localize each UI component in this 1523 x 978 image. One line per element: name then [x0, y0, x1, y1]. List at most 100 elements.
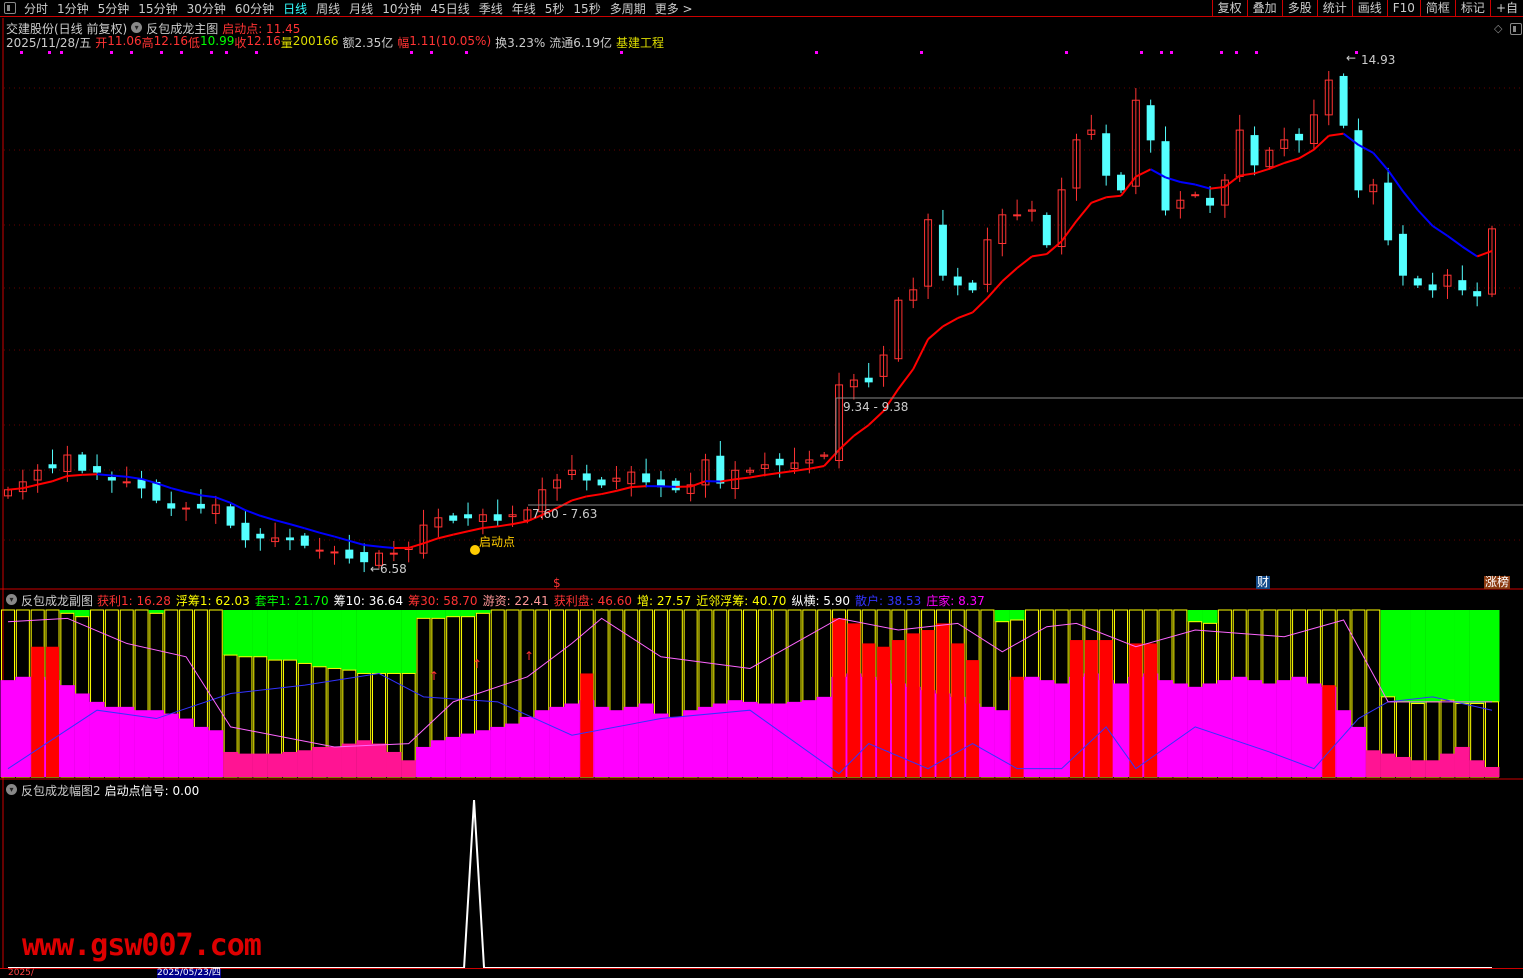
- profit-bar: [1381, 754, 1396, 777]
- candle-body: [390, 553, 397, 554]
- sub1-field: 筹10: 36.64: [334, 592, 403, 609]
- signal-dot: [1235, 51, 1238, 54]
- profit-bar: [609, 710, 624, 777]
- profit-bar: [1455, 747, 1470, 777]
- sub1-field: 增: 27.57: [637, 592, 691, 609]
- candle-body: [301, 536, 308, 545]
- signal-dot: [430, 51, 433, 54]
- profit-bar: [1366, 750, 1381, 777]
- profit-bar: [1485, 767, 1500, 777]
- candle-body: [331, 552, 338, 553]
- ma-line-segment: [1180, 182, 1195, 185]
- candle-body: [1251, 136, 1258, 165]
- trapped-bar: [386, 610, 401, 673]
- ma-line-segment: [1062, 221, 1077, 241]
- start-marker-label: 启动点: [479, 535, 515, 549]
- sub2-title[interactable]: 反包成龙幅图2: [21, 782, 101, 799]
- ma-line-segment: [186, 492, 201, 495]
- profit-bar: [535, 710, 550, 777]
- profit-bar: [713, 704, 728, 777]
- profit-bar: [1158, 680, 1173, 777]
- ma-line-segment: [1314, 136, 1329, 150]
- main-force-bar: [580, 673, 593, 777]
- candle-body: [1118, 175, 1125, 190]
- candle-body: [1103, 134, 1110, 175]
- sub1-field: 散户: 38.53: [855, 592, 921, 609]
- candle-body: [1014, 215, 1021, 216]
- signal-dot: [160, 51, 163, 54]
- sidebar-toggle-icon[interactable]: [1510, 23, 1522, 35]
- trapped-bar: [1470, 610, 1485, 704]
- limit-up-badge[interactable]: 涨榜: [1484, 576, 1510, 589]
- trapped-bar: [446, 610, 461, 617]
- sub2-menu-icon[interactable]: ▾: [6, 784, 17, 795]
- profit-bar: [223, 752, 238, 777]
- profit-bar: [1262, 683, 1277, 777]
- sub1-field: 游资: 22.41: [483, 592, 549, 609]
- diamond-icon[interactable]: ◇: [1494, 22, 1502, 35]
- trapped-bar: [282, 610, 297, 660]
- profit-bar: [995, 710, 1010, 777]
- main-force-bar: [966, 660, 979, 777]
- trapped-bar: [75, 610, 90, 617]
- ma-line-segment: [765, 473, 780, 475]
- candle-body: [583, 474, 590, 480]
- candle-body: [1355, 131, 1362, 190]
- ma-line-segment: [334, 537, 349, 541]
- main-force-bar: [31, 647, 44, 777]
- finance-badge[interactable]: 财: [1256, 576, 1270, 589]
- main-force-bar: [1129, 643, 1142, 777]
- ma-line-segment: [1255, 169, 1270, 174]
- profit-bar: [1054, 683, 1069, 777]
- profit-bar: [1351, 727, 1366, 777]
- candle-body: [939, 225, 946, 275]
- trapped-bar: [297, 610, 312, 663]
- ma-line-segment: [602, 491, 617, 494]
- trapped-bar: [1425, 610, 1440, 702]
- profit-bar: [149, 710, 164, 777]
- dollar-icon: $: [553, 576, 561, 590]
- signal-dot: [210, 51, 213, 54]
- profit-bar: [119, 707, 134, 777]
- profit-bar: [490, 727, 505, 777]
- profit-bar: [446, 737, 461, 777]
- ma-line-segment: [216, 497, 231, 503]
- candle-body: [286, 538, 293, 540]
- ma-line-segment: [898, 369, 913, 389]
- profit-bar: [639, 704, 654, 777]
- sub1-field: 庄家: 8.37: [926, 592, 985, 609]
- candle-body: [1385, 183, 1392, 240]
- watermark: www.gsw007.com: [22, 928, 261, 963]
- sub2-header: ▾ 反包成龙幅图2 启动点信号: 0.00: [6, 782, 199, 799]
- sub2-signal-value: 启动点信号: 0.00: [105, 782, 200, 799]
- candle-body: [242, 523, 249, 539]
- candle-body: [168, 504, 175, 508]
- ma-line-segment: [379, 547, 394, 548]
- sub1-menu-icon[interactable]: ▾: [6, 594, 17, 605]
- sub1-field: 获利盘: 46.60: [554, 592, 632, 609]
- candle-body: [494, 515, 501, 520]
- signal-dot: [110, 51, 113, 54]
- candle-body: [1207, 198, 1214, 205]
- profit-bar: [268, 754, 283, 777]
- signal-dot: [225, 51, 228, 54]
- ma-line-segment: [38, 481, 53, 484]
- candle-body: [450, 516, 457, 520]
- signal-dot: [465, 51, 468, 54]
- sub1-title[interactable]: 反包成龙副图: [21, 592, 93, 609]
- trapped-bar: [1485, 610, 1500, 702]
- profit-bar: [1, 680, 16, 777]
- main-force-bar: [877, 647, 890, 777]
- ma-line-segment: [780, 471, 795, 473]
- profit-bar: [1336, 710, 1351, 777]
- profit-bar: [312, 747, 327, 777]
- trapped-bar: [431, 610, 446, 618]
- profit-bar: [431, 740, 446, 777]
- ma-line-segment: [1017, 256, 1032, 268]
- signal-dot: [410, 51, 413, 54]
- profit-bar: [1425, 760, 1440, 777]
- sub1-field: 筹30: 58.70: [408, 592, 477, 609]
- main-force-bar: [1144, 643, 1157, 777]
- signal-dot: [180, 51, 183, 54]
